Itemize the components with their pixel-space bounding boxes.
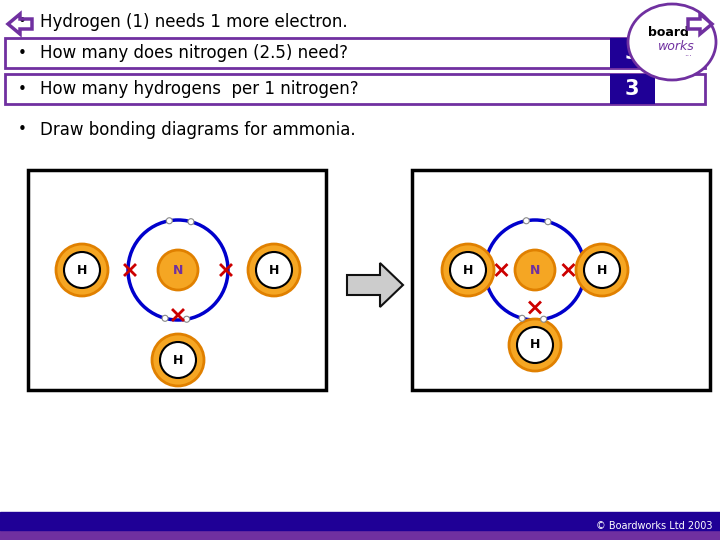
Circle shape (523, 218, 529, 224)
Circle shape (158, 250, 198, 290)
Text: How many hydrogens  per 1 nitrogen?: How many hydrogens per 1 nitrogen? (40, 80, 359, 98)
Circle shape (248, 244, 300, 296)
Text: •: • (18, 82, 27, 97)
Circle shape (576, 244, 628, 296)
Text: H: H (269, 264, 279, 276)
Text: H: H (77, 264, 87, 276)
Circle shape (152, 334, 204, 386)
Circle shape (160, 342, 196, 378)
Text: Hydrogen (1) needs 1 more electron.: Hydrogen (1) needs 1 more electron. (40, 13, 348, 31)
Polygon shape (347, 263, 403, 307)
Circle shape (509, 319, 561, 371)
Text: N: N (530, 264, 540, 276)
Bar (28, 170, 326, 390)
Circle shape (256, 252, 292, 288)
Circle shape (515, 250, 555, 290)
Text: H: H (597, 264, 607, 276)
Circle shape (450, 252, 486, 288)
Text: © Boardworks Ltd 2003: © Boardworks Ltd 2003 (595, 521, 712, 531)
Ellipse shape (628, 4, 716, 80)
Text: 3: 3 (625, 79, 639, 99)
Circle shape (166, 218, 172, 224)
Bar (0, 530, 720, 540)
Circle shape (162, 315, 168, 321)
Bar (5, 74, 705, 104)
Circle shape (56, 244, 108, 296)
Text: board: board (647, 25, 688, 38)
Text: •: • (18, 45, 27, 60)
Bar (0, 512, 720, 530)
Circle shape (184, 316, 189, 322)
Circle shape (519, 315, 525, 321)
Text: ...: ... (684, 50, 692, 58)
Text: works: works (657, 40, 694, 53)
Circle shape (442, 244, 494, 296)
Bar (412, 170, 710, 390)
Text: H: H (463, 264, 473, 276)
Circle shape (64, 252, 100, 288)
Text: Draw bonding diagrams for ammonia.: Draw bonding diagrams for ammonia. (40, 121, 356, 139)
Circle shape (517, 327, 553, 363)
Text: H: H (530, 339, 540, 352)
Text: H: H (173, 354, 183, 367)
Circle shape (545, 219, 551, 225)
Circle shape (541, 316, 546, 322)
Text: N: N (173, 264, 183, 276)
Circle shape (584, 252, 620, 288)
Bar (610, 38, 655, 68)
Text: How many does nitrogen (2.5) need?: How many does nitrogen (2.5) need? (40, 44, 348, 62)
Circle shape (188, 219, 194, 225)
Text: 3: 3 (625, 43, 639, 63)
Bar (610, 74, 655, 104)
Bar (5, 38, 705, 68)
Text: •: • (18, 123, 27, 138)
Text: •: • (18, 15, 27, 30)
